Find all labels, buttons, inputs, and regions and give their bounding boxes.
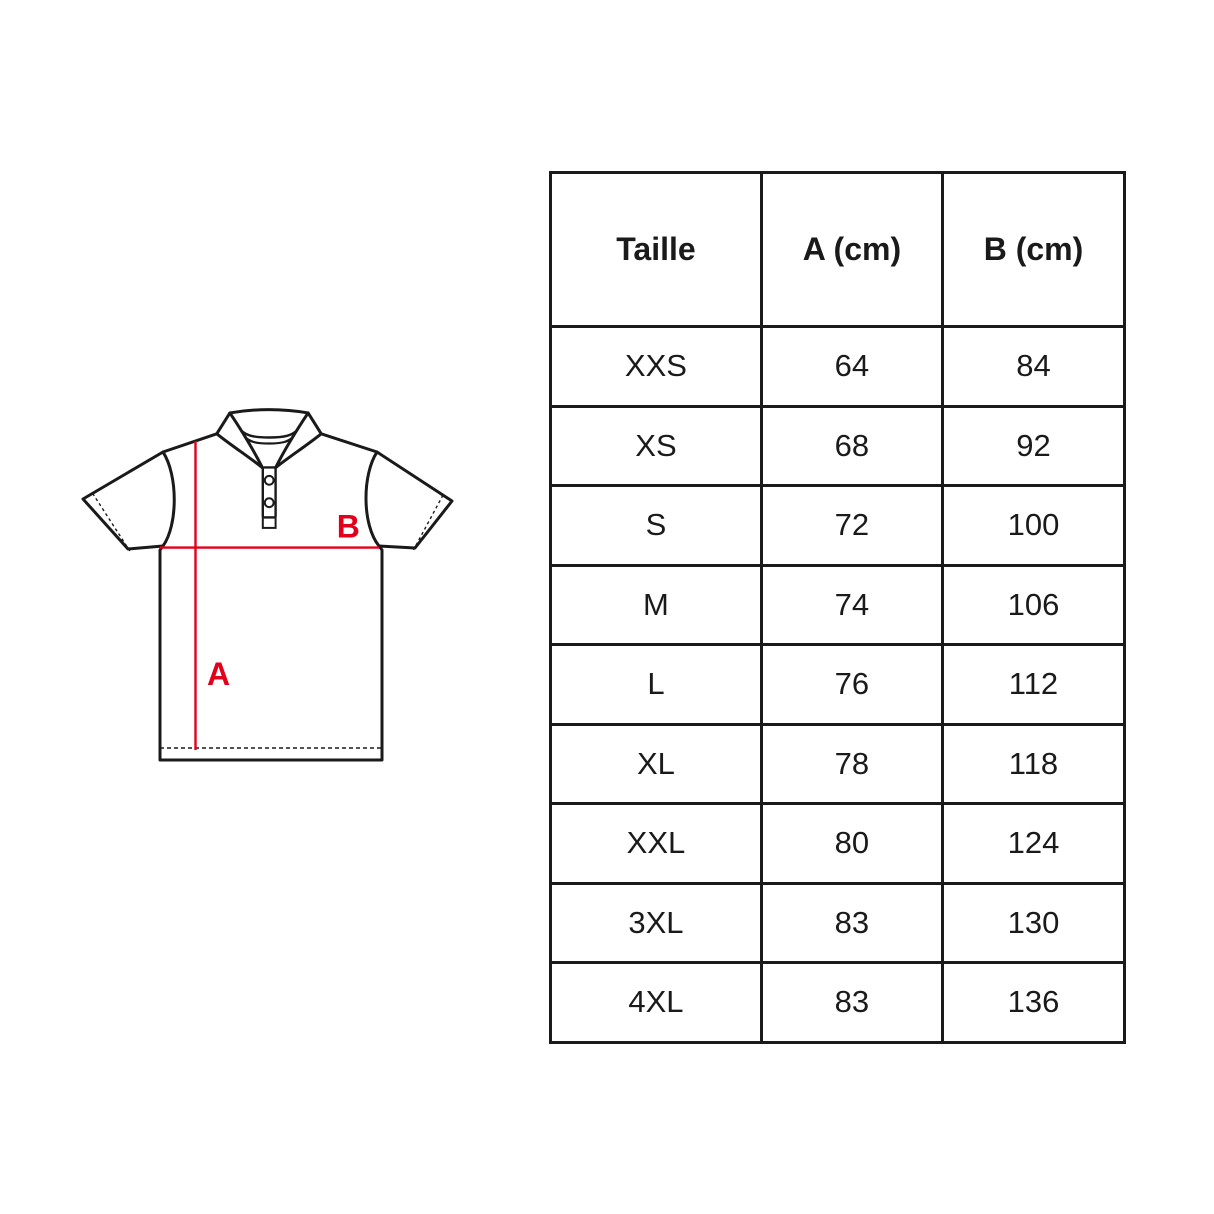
svg-text:A: A [207, 656, 230, 692]
svg-text:B: B [337, 508, 360, 544]
